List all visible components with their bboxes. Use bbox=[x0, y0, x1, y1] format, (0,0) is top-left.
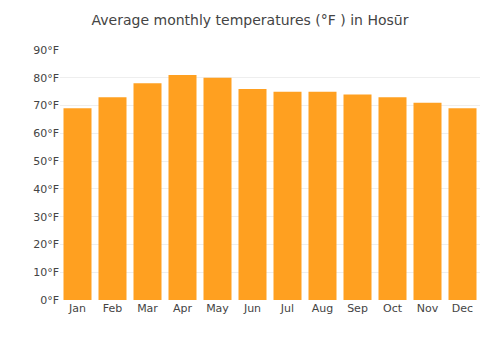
svg-text:10°F: 10°F bbox=[33, 266, 59, 279]
svg-text:May: May bbox=[206, 302, 229, 315]
svg-text:Oct: Oct bbox=[383, 302, 403, 315]
svg-text:Average monthly temperatures (: Average monthly temperatures (°F ) in Ho… bbox=[92, 12, 409, 28]
svg-text:Jan: Jan bbox=[68, 302, 86, 315]
svg-text:0°F: 0°F bbox=[40, 294, 59, 307]
svg-text:Dec: Dec bbox=[452, 302, 473, 315]
svg-text:80°F: 80°F bbox=[33, 72, 59, 85]
svg-text:50°F: 50°F bbox=[33, 155, 59, 168]
svg-text:Mar: Mar bbox=[137, 302, 158, 315]
svg-text:40°F: 40°F bbox=[33, 183, 59, 196]
svg-text:20°F: 20°F bbox=[33, 238, 59, 251]
svg-text:Apr: Apr bbox=[173, 302, 193, 315]
svg-text:90°F: 90°F bbox=[33, 44, 59, 57]
svg-text:70°F: 70°F bbox=[33, 99, 59, 112]
svg-text:Aug: Aug bbox=[312, 302, 333, 315]
svg-text:Sep: Sep bbox=[347, 302, 368, 315]
svg-text:Nov: Nov bbox=[417, 302, 439, 315]
svg-text:30°F: 30°F bbox=[33, 211, 59, 224]
svg-text:Jul: Jul bbox=[280, 302, 294, 315]
svg-text:60°F: 60°F bbox=[33, 127, 59, 140]
svg-text:Jun: Jun bbox=[243, 302, 261, 315]
svg-text:Feb: Feb bbox=[103, 302, 122, 315]
